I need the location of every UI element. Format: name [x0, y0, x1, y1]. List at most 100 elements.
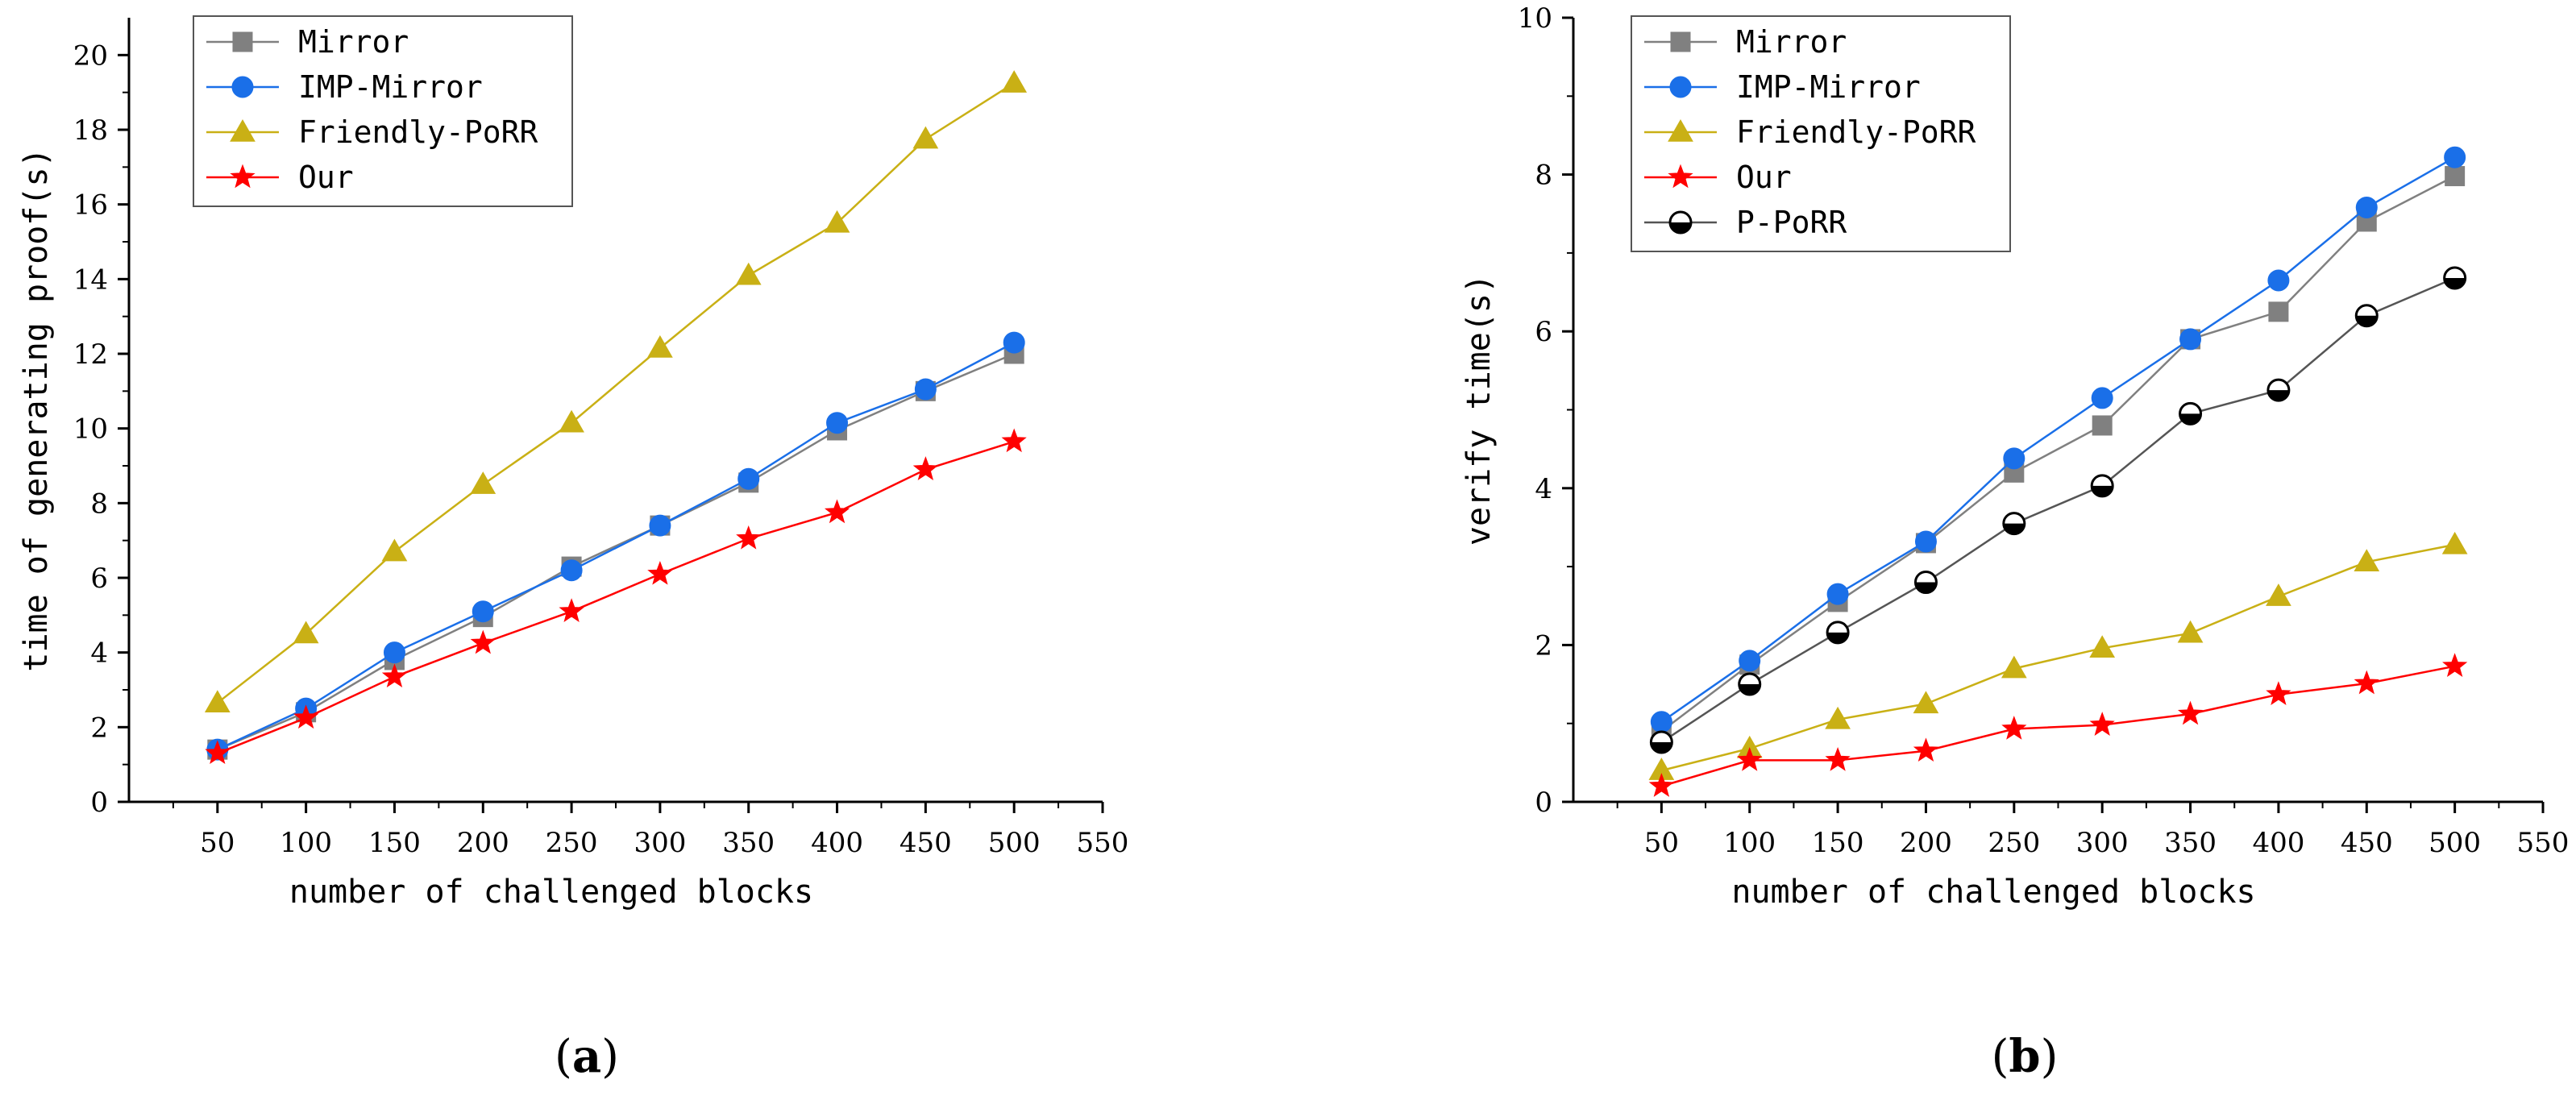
series-imp-mirror — [1650, 146, 2466, 733]
data-point — [2092, 415, 2113, 436]
legend-label: P-PoRR — [1736, 205, 1847, 240]
legend-marker — [230, 164, 256, 189]
legend-marker — [1670, 31, 1691, 52]
data-point — [2268, 301, 2289, 322]
data-point — [736, 525, 762, 550]
legend-label: Mirror — [1736, 24, 1847, 60]
x-tick-label: 550 — [1077, 827, 1129, 859]
y-tick-label: 0 — [1535, 787, 1552, 819]
data-point — [912, 126, 939, 149]
series-p-porr — [1649, 266, 2467, 754]
legend-box — [193, 15, 573, 207]
x-tick-label: 100 — [280, 827, 332, 859]
data-point — [2441, 531, 2468, 554]
series-line — [1660, 276, 2456, 744]
data-point — [1001, 70, 1028, 93]
data-point — [2355, 196, 2378, 218]
y-axis-label: time of generating proof(s) — [18, 147, 55, 671]
x-tick-label: 250 — [1988, 827, 2040, 859]
x-axis-label: number of challenged blocks — [289, 874, 813, 911]
data-point — [2266, 378, 2291, 402]
data-point — [737, 467, 760, 490]
legend-label: Friendly-PoRR — [298, 114, 538, 150]
x-tick-label: 350 — [722, 827, 775, 859]
x-tick-label: 50 — [1644, 827, 1679, 859]
data-point — [205, 740, 231, 765]
series-our — [205, 428, 1027, 765]
legend-marker — [1669, 76, 1692, 98]
x-tick-label: 300 — [634, 827, 686, 859]
y-tick-label: 10 — [1518, 2, 1552, 35]
x-tick-label: 200 — [1900, 827, 1952, 859]
x-tick-label: 500 — [988, 827, 1041, 859]
legend-box — [1631, 15, 2011, 252]
x-tick-label: 450 — [2341, 827, 2393, 859]
y-tick-label: 2 — [1535, 629, 1552, 662]
data-point — [2266, 583, 2291, 606]
data-point — [381, 538, 408, 562]
y-tick-label: 20 — [73, 39, 108, 72]
y-tick-label: 10 — [73, 413, 108, 446]
data-point — [2445, 166, 2466, 187]
data-point — [824, 499, 850, 524]
data-point — [383, 641, 405, 664]
x-tick-label: 150 — [1812, 827, 1864, 859]
series-line — [217, 341, 1015, 751]
data-point — [735, 262, 762, 285]
y-tick-label: 4 — [1535, 473, 1552, 505]
data-point — [1913, 571, 1938, 595]
data-point — [1648, 773, 1674, 797]
legend-label: Our — [1736, 160, 1792, 195]
series-friendly-porr — [204, 70, 1028, 712]
data-point — [647, 335, 673, 358]
legend-label: Our — [298, 160, 354, 195]
y-tick-label: 16 — [73, 189, 108, 222]
x-tick-label: 150 — [368, 827, 421, 859]
data-point — [2179, 401, 2203, 426]
panel-label: (b) — [1992, 1030, 2059, 1083]
legend-marker — [1668, 118, 1693, 142]
y-tick-label: 8 — [90, 488, 108, 520]
series-line — [1660, 156, 2456, 723]
data-point — [1826, 621, 1850, 645]
data-point — [470, 629, 496, 654]
x-tick-label: 500 — [2429, 827, 2481, 859]
data-point — [1739, 650, 1761, 672]
y-tick-label: 2 — [90, 712, 108, 744]
legend-marker — [232, 31, 253, 52]
data-point — [1913, 691, 1939, 714]
x-tick-label: 100 — [1723, 827, 1776, 859]
series-line — [217, 440, 1015, 754]
data-point — [1003, 331, 1025, 354]
data-point — [647, 560, 673, 585]
data-point — [1001, 428, 1027, 453]
y-tick-label: 14 — [73, 264, 108, 296]
data-point — [2003, 447, 2025, 470]
legend: Mirror IMP-Mirror Friendly-PoRR Our — [193, 15, 573, 207]
legend-label: Friendly-PoRR — [1736, 114, 1976, 150]
y-tick-label: 6 — [1535, 316, 1552, 348]
series-mirror — [1651, 166, 2466, 741]
legend-marker — [1668, 210, 1693, 235]
legend-marker — [231, 76, 254, 98]
x-tick-label: 400 — [811, 827, 863, 859]
data-point — [560, 559, 583, 582]
data-point — [826, 412, 849, 434]
legend-label: IMP-Mirror — [1736, 69, 1921, 105]
legend-label: Mirror — [298, 24, 409, 60]
y-tick-label: 6 — [90, 563, 108, 595]
data-point — [2177, 620, 2204, 643]
data-point — [2444, 146, 2466, 168]
data-point — [2091, 387, 2113, 409]
data-point — [1826, 583, 1849, 605]
y-tick-label: 4 — [90, 637, 108, 670]
panel-label: (a) — [555, 1030, 619, 1083]
data-point — [381, 663, 408, 688]
data-point — [2354, 304, 2379, 328]
data-point — [2266, 681, 2291, 705]
data-point — [649, 514, 671, 537]
data-point — [559, 598, 584, 622]
series-friendly-porr — [1648, 531, 2468, 780]
data-point — [2354, 549, 2380, 572]
data-point — [2443, 266, 2467, 290]
